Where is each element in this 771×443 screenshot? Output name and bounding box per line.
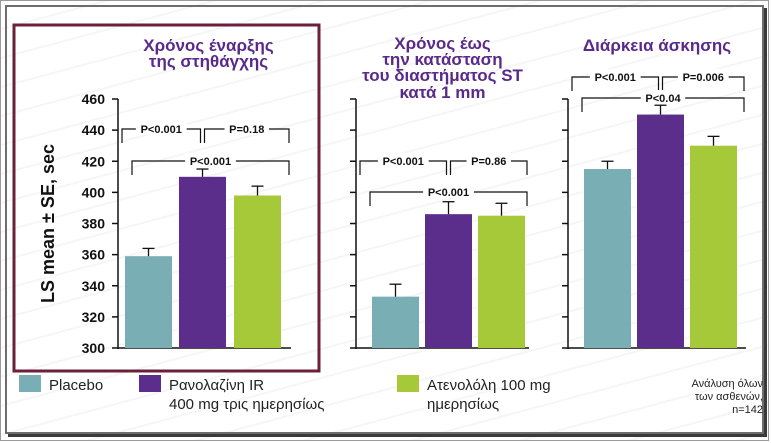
label-bg bbox=[466, 153, 511, 167]
bar-3 bbox=[690, 145, 737, 348]
p-value-label: P<0.001 bbox=[190, 156, 231, 168]
y-tick-label: 340 bbox=[82, 278, 106, 294]
legend-swatch-1 bbox=[19, 375, 41, 392]
legend-label: Placebo bbox=[49, 377, 103, 394]
legend-label-line2: ημερησίως bbox=[427, 396, 499, 413]
label-bg bbox=[224, 121, 269, 135]
label-bg bbox=[423, 184, 474, 198]
label-bg bbox=[377, 153, 429, 167]
legend-label: Ρανολαζίνη IR bbox=[169, 377, 264, 394]
y-tick-label: 360 bbox=[82, 247, 106, 263]
highlight-frame bbox=[12, 23, 321, 373]
legend: Placebo Ρανολαζίνη IR 400 mg τρις ημερησίω… bbox=[19, 375, 551, 413]
panel-title: την κατάσταση bbox=[382, 50, 502, 69]
panel-title: Χρόνος έναρξης bbox=[143, 36, 274, 55]
panel-title: του διαστήματος ST bbox=[362, 66, 523, 85]
panel-title: Διάρκεια άσκησης bbox=[583, 36, 731, 55]
y-tick-label: 460 bbox=[82, 91, 106, 107]
p-value-label: P<0.001 bbox=[595, 72, 636, 84]
p-value-label: P=0.18 bbox=[229, 124, 264, 136]
p-value-label: P<0.001 bbox=[141, 124, 182, 136]
legend-label: Ατενολόλη 100 mg bbox=[427, 377, 551, 394]
bar-1 bbox=[125, 256, 172, 348]
panel-title: της στηθάγχης bbox=[149, 52, 268, 71]
note-line: των ασθενών, bbox=[695, 391, 763, 403]
p-value-label: P<0.001 bbox=[383, 156, 424, 168]
note-line: n=142 bbox=[732, 404, 763, 416]
bar-2 bbox=[637, 114, 684, 348]
p-value-label: P<0.001 bbox=[428, 187, 469, 199]
label-bg bbox=[677, 69, 729, 83]
legend-swatch-2 bbox=[139, 375, 161, 392]
p-value-label: P<0.04 bbox=[645, 93, 681, 105]
legend-swatch-3 bbox=[397, 375, 419, 392]
panel-title: κατά 1 mm bbox=[399, 83, 485, 102]
y-tick-label: 380 bbox=[82, 216, 106, 232]
bar-1 bbox=[372, 296, 419, 348]
label-bg bbox=[589, 69, 641, 83]
bar-2 bbox=[425, 214, 472, 348]
label-bg bbox=[640, 90, 686, 104]
panel-title: Χρόνος έως bbox=[394, 34, 491, 53]
bar-2 bbox=[179, 176, 226, 348]
y-tick-label: 300 bbox=[82, 340, 106, 356]
p-value-label: P=0.86 bbox=[471, 156, 506, 168]
label-bg bbox=[135, 121, 187, 135]
p-value-label: P=0.006 bbox=[683, 72, 724, 84]
bar-3 bbox=[478, 215, 525, 348]
y-tick-label: 320 bbox=[82, 309, 106, 325]
y-tick-label: 440 bbox=[82, 122, 106, 138]
bar-1 bbox=[584, 169, 631, 348]
bar-3 bbox=[234, 195, 281, 348]
y-tick-label: 400 bbox=[82, 184, 106, 200]
label-bg bbox=[185, 153, 236, 167]
legend-label-line2: 400 mg τρις ημερησίως bbox=[169, 396, 324, 413]
note-line: Ανάλυση όλων bbox=[691, 378, 763, 390]
y-axis-label: LS mean ± SE, sec bbox=[38, 144, 58, 303]
y-tick-label: 420 bbox=[82, 153, 106, 169]
